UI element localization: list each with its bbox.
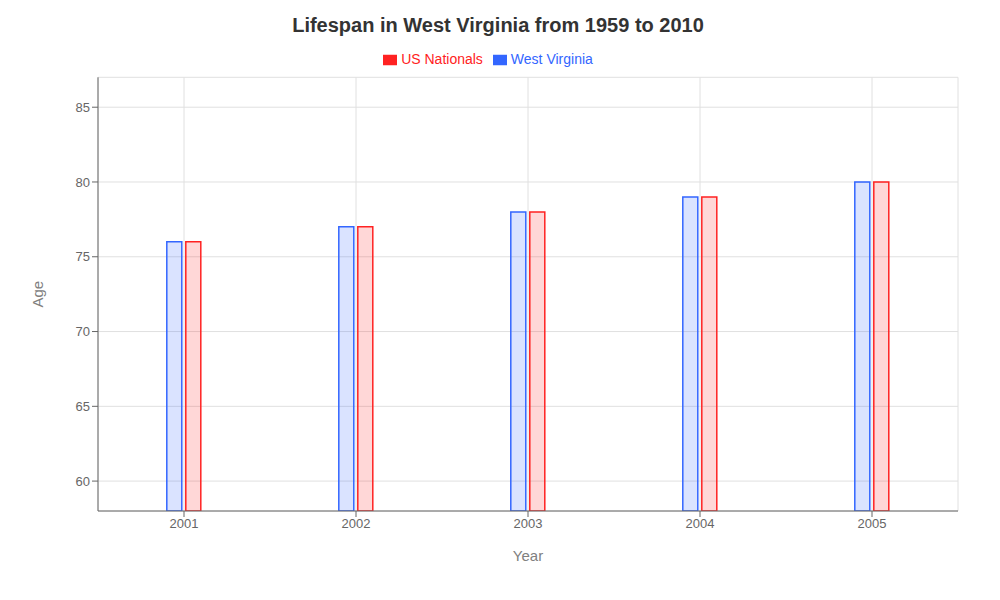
svg-text:Year: Year — [513, 547, 543, 564]
html-text:West Virginia: West Virginia — [510, 51, 593, 67]
svg-text:Age: Age — [29, 281, 46, 308]
svg-text:2005: 2005 — [858, 516, 887, 531]
svg-text:85: 85 — [76, 100, 90, 115]
svg-text:75: 75 — [76, 249, 90, 264]
html-text:US Nationals: US Nationals — [401, 51, 483, 67]
svg-text:65: 65 — [76, 399, 90, 414]
svg-text:80: 80 — [76, 175, 90, 190]
svg-text:2002: 2002 — [342, 516, 371, 531]
svg-text:60: 60 — [76, 474, 90, 489]
html-text:Lifespan in West Virginia from: Lifespan in West Virginia from 1959 to 2… — [292, 14, 704, 36]
svg-text:2004: 2004 — [686, 516, 715, 531]
svg-text:2001: 2001 — [170, 516, 199, 531]
svg-text:70: 70 — [76, 324, 90, 339]
svg-text:2003: 2003 — [514, 516, 543, 531]
